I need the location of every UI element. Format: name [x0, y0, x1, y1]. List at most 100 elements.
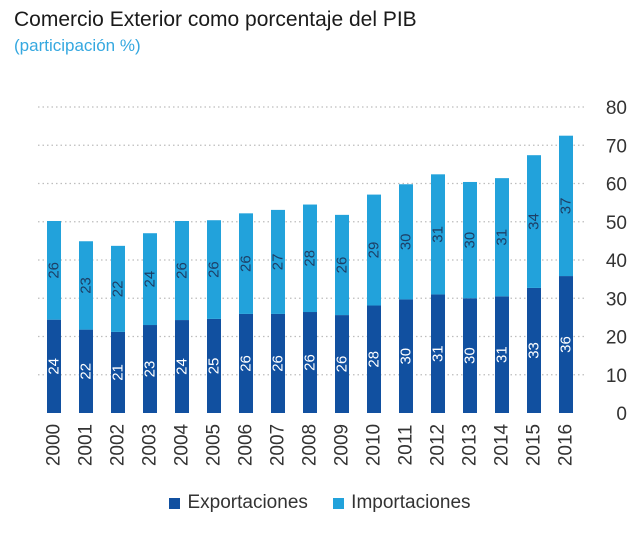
bar-exportaciones [239, 313, 253, 413]
bar-importaciones [79, 241, 93, 330]
legend-swatch-exportaciones [169, 497, 181, 509]
bar-exportaciones [111, 331, 125, 413]
bar-importaciones [47, 220, 61, 320]
data-label-exportaciones: 31 [430, 345, 447, 362]
x-tick-label: 2004 [172, 423, 193, 466]
bar-exportaciones [47, 319, 61, 413]
data-label-importaciones: 23 [78, 277, 95, 294]
x-tick-label: 2006 [236, 424, 257, 466]
data-label-importaciones: 26 [174, 262, 191, 279]
bar-exportaciones [367, 305, 381, 413]
x-tick-label: 2010 [364, 424, 385, 466]
data-label-exportaciones: 26 [334, 356, 351, 373]
bar-importaciones [367, 194, 381, 306]
bar-importaciones [239, 213, 253, 314]
bar-importaciones [175, 220, 189, 321]
bar-importaciones [463, 181, 477, 299]
x-tick-label: 2005 [204, 424, 225, 466]
data-label-exportaciones: 26 [238, 355, 255, 372]
data-label-exportaciones: 25 [206, 358, 223, 375]
legend-swatch-importaciones [333, 497, 345, 509]
data-label-importaciones: 30 [398, 233, 415, 250]
data-label-exportaciones: 30 [462, 347, 479, 364]
bar-importaciones [143, 233, 157, 326]
data-label-exportaciones: 22 [78, 363, 95, 380]
data-label-exportaciones: 21 [110, 364, 127, 381]
data-label-importaciones: 34 [526, 213, 543, 230]
legend-label-exportaciones: Exportaciones [187, 492, 308, 513]
data-label-exportaciones: 33 [526, 342, 543, 359]
chart-title: Comercio Exterior como porcentaje del PI… [14, 8, 417, 31]
y-tick-label: 0 [616, 404, 627, 425]
data-label-exportaciones: 24 [174, 358, 191, 375]
y-tick-label: 20 [606, 328, 627, 349]
y-tick-label: 30 [606, 289, 627, 310]
bar-exportaciones [143, 325, 157, 413]
x-tick-label: 2011 [396, 425, 417, 466]
bar-exportaciones [303, 312, 317, 413]
bar-importaciones [303, 204, 317, 313]
bar-exportaciones [559, 276, 573, 413]
x-tick-label: 2003 [140, 424, 161, 466]
x-tick-label: 2013 [460, 424, 481, 466]
x-tick-label: 2014 [492, 423, 513, 466]
bar-importaciones [335, 214, 349, 316]
x-tick-label: 2000 [44, 424, 65, 466]
bar-importaciones [111, 245, 125, 332]
data-label-importaciones: 26 [238, 255, 255, 272]
y-tick-label: 40 [606, 251, 627, 272]
data-label-exportaciones: 26 [302, 354, 319, 371]
data-label-importaciones: 37 [558, 198, 575, 215]
x-tick-label: 2002 [108, 424, 129, 466]
legend-item-importaciones: Importaciones [333, 492, 471, 514]
data-label-importaciones: 31 [430, 226, 447, 243]
y-tick-label: 60 [606, 175, 627, 196]
data-label-importaciones: 22 [110, 281, 127, 298]
data-label-importaciones: 27 [270, 254, 287, 271]
x-tick-label: 2009 [332, 424, 353, 466]
bar-importaciones [431, 174, 445, 295]
bar-exportaciones [79, 329, 93, 413]
bar-chart: 0 10 20 30 40 50 60 70 80 24 26 2000 22 23 2001 21 22 200… [38, 98, 627, 466]
y-tick-label: 10 [606, 366, 627, 387]
legend-label-importaciones: Importaciones [351, 492, 471, 513]
bar-exportaciones [527, 287, 541, 413]
bar-exportaciones [431, 294, 445, 413]
data-label-exportaciones: 26 [270, 355, 287, 372]
x-tick-label: 2007 [268, 424, 289, 466]
x-tick-label: 2015 [524, 424, 545, 466]
bar-importaciones [527, 155, 541, 288]
bar-exportaciones [175, 320, 189, 413]
data-label-exportaciones: 23 [142, 361, 159, 378]
bar-importaciones [559, 135, 573, 277]
y-tick-label: 50 [606, 213, 627, 234]
bar-importaciones [399, 184, 413, 300]
bar-importaciones [271, 209, 285, 314]
data-label-exportaciones: 36 [558, 336, 575, 353]
data-label-importaciones: 26 [334, 257, 351, 274]
data-label-importaciones: 24 [142, 271, 159, 288]
bar-importaciones [207, 220, 221, 319]
bar-importaciones [495, 178, 509, 297]
chart-subtitle: (participación %) [14, 36, 141, 55]
y-tick-label: 70 [606, 136, 627, 157]
legend: Exportaciones Importaciones [0, 492, 640, 515]
data-label-exportaciones: 31 [494, 346, 511, 363]
data-label-importaciones: 28 [302, 250, 319, 267]
data-label-exportaciones: 28 [366, 351, 383, 368]
data-label-importaciones: 31 [494, 229, 511, 246]
data-label-importaciones: 26 [206, 261, 223, 278]
x-tick-label: 2016 [556, 424, 577, 466]
y-tick-label: 80 [606, 98, 627, 119]
legend-item-exportaciones: Exportaciones [169, 492, 308, 514]
x-tick-label: 2001 [76, 424, 97, 466]
data-label-exportaciones: 30 [398, 348, 415, 365]
data-label-importaciones: 26 [46, 262, 63, 279]
x-tick-label: 2008 [300, 424, 321, 466]
data-label-importaciones: 30 [462, 232, 479, 249]
bar-exportaciones [207, 318, 221, 413]
data-label-exportaciones: 24 [46, 358, 63, 375]
bar-exportaciones [399, 299, 413, 413]
bar-exportaciones [271, 313, 285, 413]
x-tick-label: 2012 [428, 424, 449, 466]
